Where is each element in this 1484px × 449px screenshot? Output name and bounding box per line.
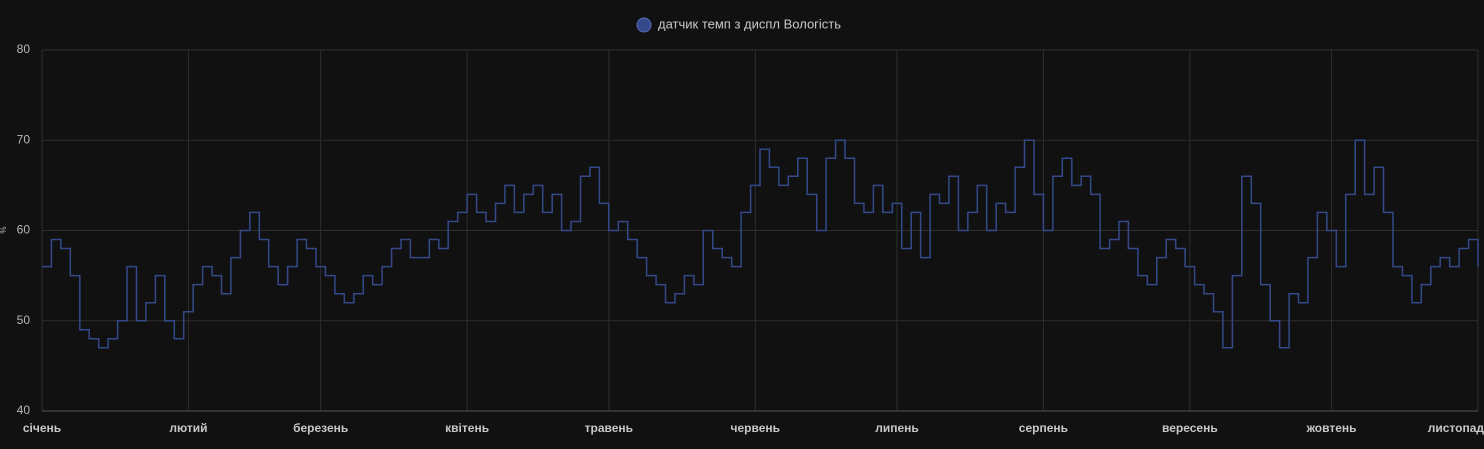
- x-tick-label: березень: [293, 421, 348, 435]
- x-tick-label: лютий: [169, 421, 207, 435]
- x-tick-label: жовтень: [1306, 421, 1357, 435]
- y-tick-label: 70: [17, 132, 31, 146]
- y-tick-label: 60: [17, 223, 31, 237]
- y-tick-label: 80: [17, 42, 31, 56]
- legend-marker[interactable]: [636, 17, 652, 33]
- data-line: [42, 139, 1479, 349]
- x-tick-label: червень: [731, 421, 781, 435]
- x-tick-label: квітень: [445, 421, 489, 435]
- x-tick-label: вересень: [1162, 421, 1218, 435]
- x-tick-label: липень: [875, 421, 919, 435]
- x-tick-label: травень: [585, 421, 633, 435]
- y-axis-label: %: [0, 226, 8, 233]
- y-tick-label: 40: [17, 403, 31, 417]
- x-tick-label: серпень: [1019, 421, 1068, 435]
- legend-label[interactable]: датчик темп з диспл Вологість: [658, 16, 841, 31]
- x-tick-label: листопад: [1428, 421, 1484, 435]
- y-tick-label: 50: [17, 313, 31, 327]
- x-tick-label: січень: [23, 421, 61, 435]
